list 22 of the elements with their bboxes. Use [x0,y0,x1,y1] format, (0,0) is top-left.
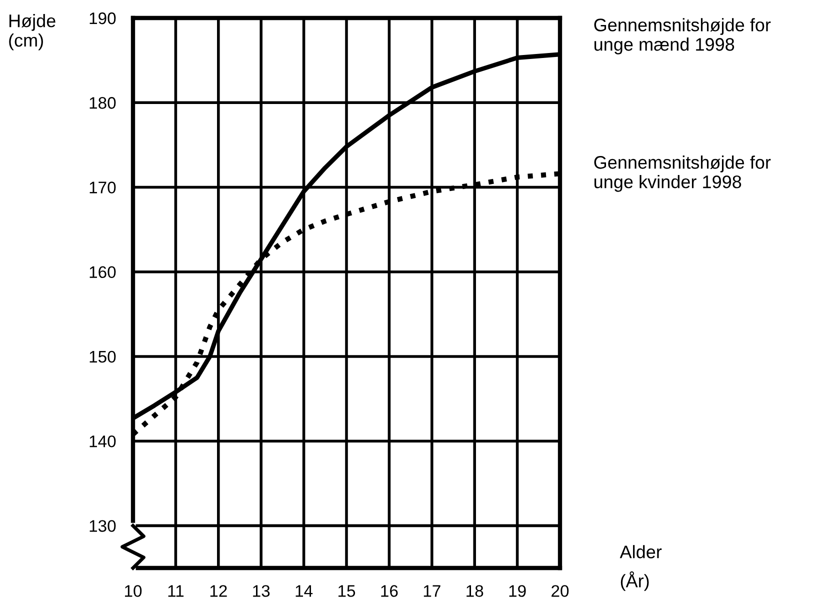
y-axis-title: Højde (cm) [9,14,56,50]
x-tick-label: 15 [338,585,356,597]
y-tick-label: 170 [90,182,116,194]
x-axis-title: Alder (År) [620,545,662,591]
y-tick-label: 140 [90,435,116,448]
x-tick-label: 12 [210,585,227,597]
y-tick-label: 150 [90,350,116,363]
y-tick-label: 190 [90,12,116,24]
y-tick-label: 160 [90,266,116,278]
x-tick-label: 19 [509,585,526,597]
x-tick-label: 10 [125,585,142,597]
x-tick-label: 18 [466,585,484,597]
y-tick-label: 180 [90,97,116,109]
x-tick-label: 16 [381,585,398,597]
x-tick-label: 11 [168,585,184,597]
x-tick-label: 14 [296,585,313,597]
x-tick-label: 13 [253,585,270,597]
x-tick-label: 20 [552,585,569,597]
series-label: Gennemsnitshøjde for unge kvinder 1998 [594,156,771,192]
y-tick-label: 130 [90,520,116,532]
series-label: Gennemsnitshøjde for unge mænd 1998 [594,18,771,54]
x-tick-label: 17 [424,585,440,597]
